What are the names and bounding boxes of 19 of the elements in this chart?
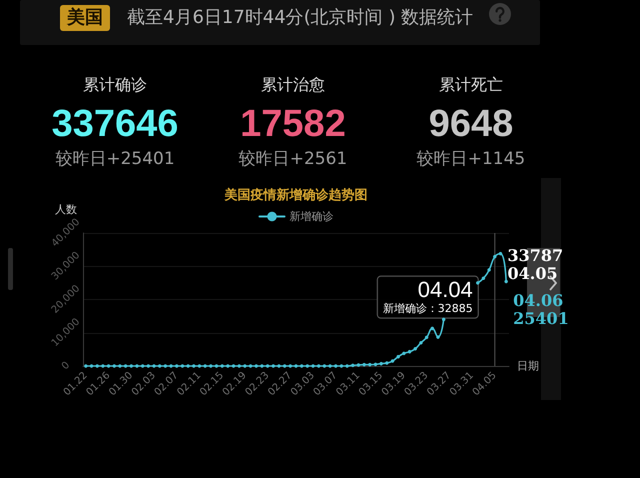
text: 04.06 25401 (513, 291, 569, 328)
category-label: 累计确诊 (83, 75, 147, 94)
text: 较昨日+2561 (238, 149, 348, 169)
text: 较昨日+1145 (416, 149, 526, 169)
category-label: 累计治愈 (261, 75, 325, 94)
chart-title: 美国疫情新增确诊趋势图 (224, 187, 368, 203)
data-label: 337646 (50, 102, 180, 146)
text: 截至4月6日17时44分(北京时间 ) 数据统计 (127, 6, 474, 30)
text: 美国 (60, 5, 110, 31)
text: 较昨日+25401 (55, 149, 175, 169)
x-axis-title: 日期 (517, 360, 539, 372)
y-tick-label: 0 (60, 360, 72, 372)
data-label: 9648 (428, 102, 514, 146)
annotation: 33787 04.05 (507, 246, 564, 284)
data-label: 17582 (239, 102, 347, 146)
legend-label: 新增确诊 (290, 210, 334, 223)
category-label: 累计死亡 (439, 75, 503, 94)
y-axis-title: 人数 (55, 203, 77, 216)
annotation: 04.04 新增确诊：32885 (382, 277, 473, 316)
